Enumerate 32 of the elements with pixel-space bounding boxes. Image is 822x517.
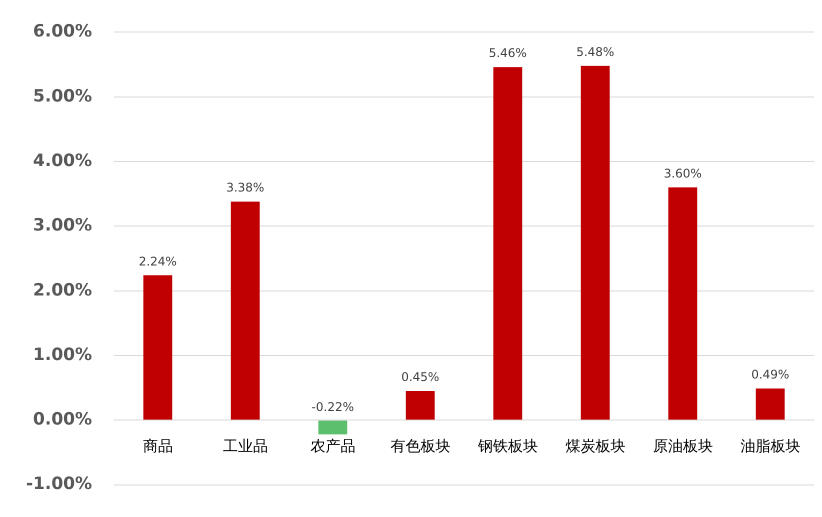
x-tick-label: 原油板块 (652, 437, 713, 456)
data-label: 5.48% (576, 44, 614, 59)
y-tick-label: 2.00% (33, 280, 92, 300)
y-tick-label: 0.00% (33, 410, 92, 430)
y-tick-label: 5.00% (33, 86, 92, 106)
x-tick-label: 钢铁板块 (476, 437, 538, 456)
data-label: 5.46% (488, 46, 527, 60)
x-tick-label: 有色板块 (390, 437, 450, 456)
x-tick-label: 油脂板块 (740, 437, 800, 456)
y-tick-label: 4.00% (33, 150, 92, 171)
bar (668, 187, 698, 420)
data-label: 0.49% (751, 368, 790, 382)
y-tick-label: 6.00% (33, 22, 92, 42)
data-label: 3.38% (226, 180, 264, 195)
data-label: 2.24% (138, 254, 177, 268)
data-label: -0.22% (312, 400, 354, 414)
bar (230, 202, 260, 420)
bar (493, 67, 522, 420)
x-tick-label: 商品 (142, 437, 173, 456)
data-label: 0.45% (401, 370, 440, 384)
x-tick-label: 工业品 (222, 437, 268, 456)
x-tick-label: 煤炭板块 (565, 437, 626, 456)
data-label: 3.60% (664, 166, 702, 180)
bar (143, 275, 172, 420)
bar (756, 388, 785, 420)
y-tick-label: 1.00% (33, 344, 92, 365)
y-tick-label: 3.00% (33, 216, 92, 236)
bar (406, 391, 435, 420)
y-tick-label: -1.00% (26, 474, 92, 494)
bar (580, 66, 610, 420)
x-tick-label: 农产品 (310, 437, 356, 456)
bar (318, 420, 348, 434)
